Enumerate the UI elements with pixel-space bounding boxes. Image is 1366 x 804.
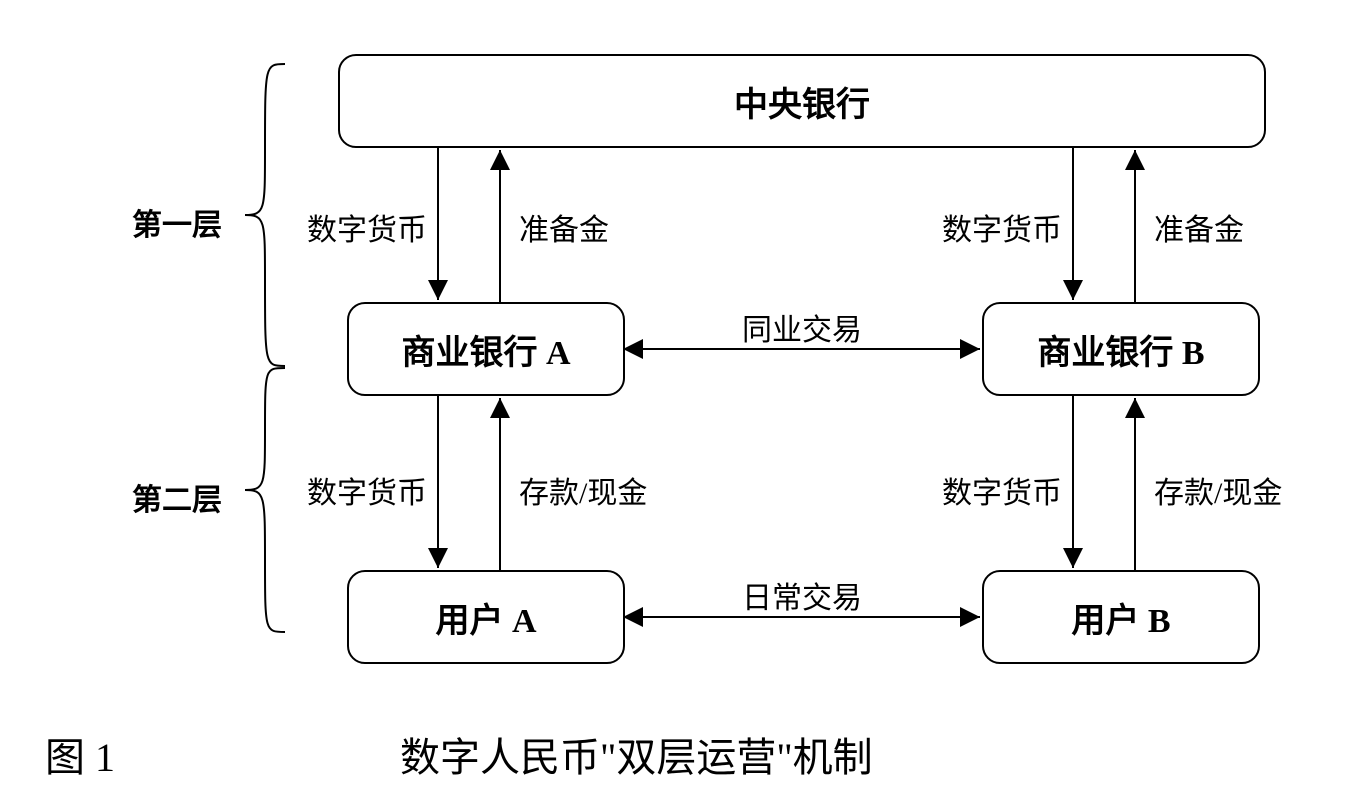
edge-label-bankA-userA-digital: 数字货币 (307, 468, 427, 512)
figure-number: 图 1 (45, 725, 115, 783)
node-bank-b: 商业银行 B (982, 302, 1260, 396)
brace-layer-2 (245, 368, 285, 632)
edge-label-bankB-userB-digital: 数字货币 (942, 468, 1062, 512)
node-user-a: 用户 A (347, 570, 625, 664)
node-label: 用户 A (435, 593, 536, 642)
edge-label-bankB-userB-deposit: 存款/现金 (1154, 468, 1282, 512)
node-bank-a: 商业银行 A (347, 302, 625, 396)
brace-layer-1 (245, 64, 285, 366)
figure-title: 数字人民币"双层运营"机制 (400, 725, 873, 783)
diagram-root: 中央银行 商业银行 A 商业银行 B 用户 A 用户 B 数字货币 准备金 数字… (0, 0, 1366, 804)
node-user-b: 用户 B (982, 570, 1260, 664)
node-central-bank: 中央银行 (338, 54, 1266, 148)
node-label: 商业银行 A (401, 325, 570, 374)
edge-label-cb-bankB-reserve: 准备金 (1154, 205, 1244, 249)
layer-label-1: 第一层 (132, 200, 222, 244)
edge-label-cb-bankA-reserve: 准备金 (519, 205, 609, 249)
layer-label-2: 第二层 (132, 475, 222, 519)
edge-label-daily-trade: 日常交易 (742, 573, 862, 617)
edge-label-interbank: 同业交易 (742, 305, 862, 349)
edge-label-cb-bankB-digital: 数字货币 (942, 205, 1062, 249)
node-label: 中央银行 (734, 77, 870, 126)
node-label: 商业银行 B (1037, 325, 1204, 374)
edge-label-bankA-userA-deposit: 存款/现金 (519, 468, 647, 512)
node-label: 用户 B (1071, 593, 1170, 642)
edge-label-cb-bankA-digital: 数字货币 (307, 205, 427, 249)
